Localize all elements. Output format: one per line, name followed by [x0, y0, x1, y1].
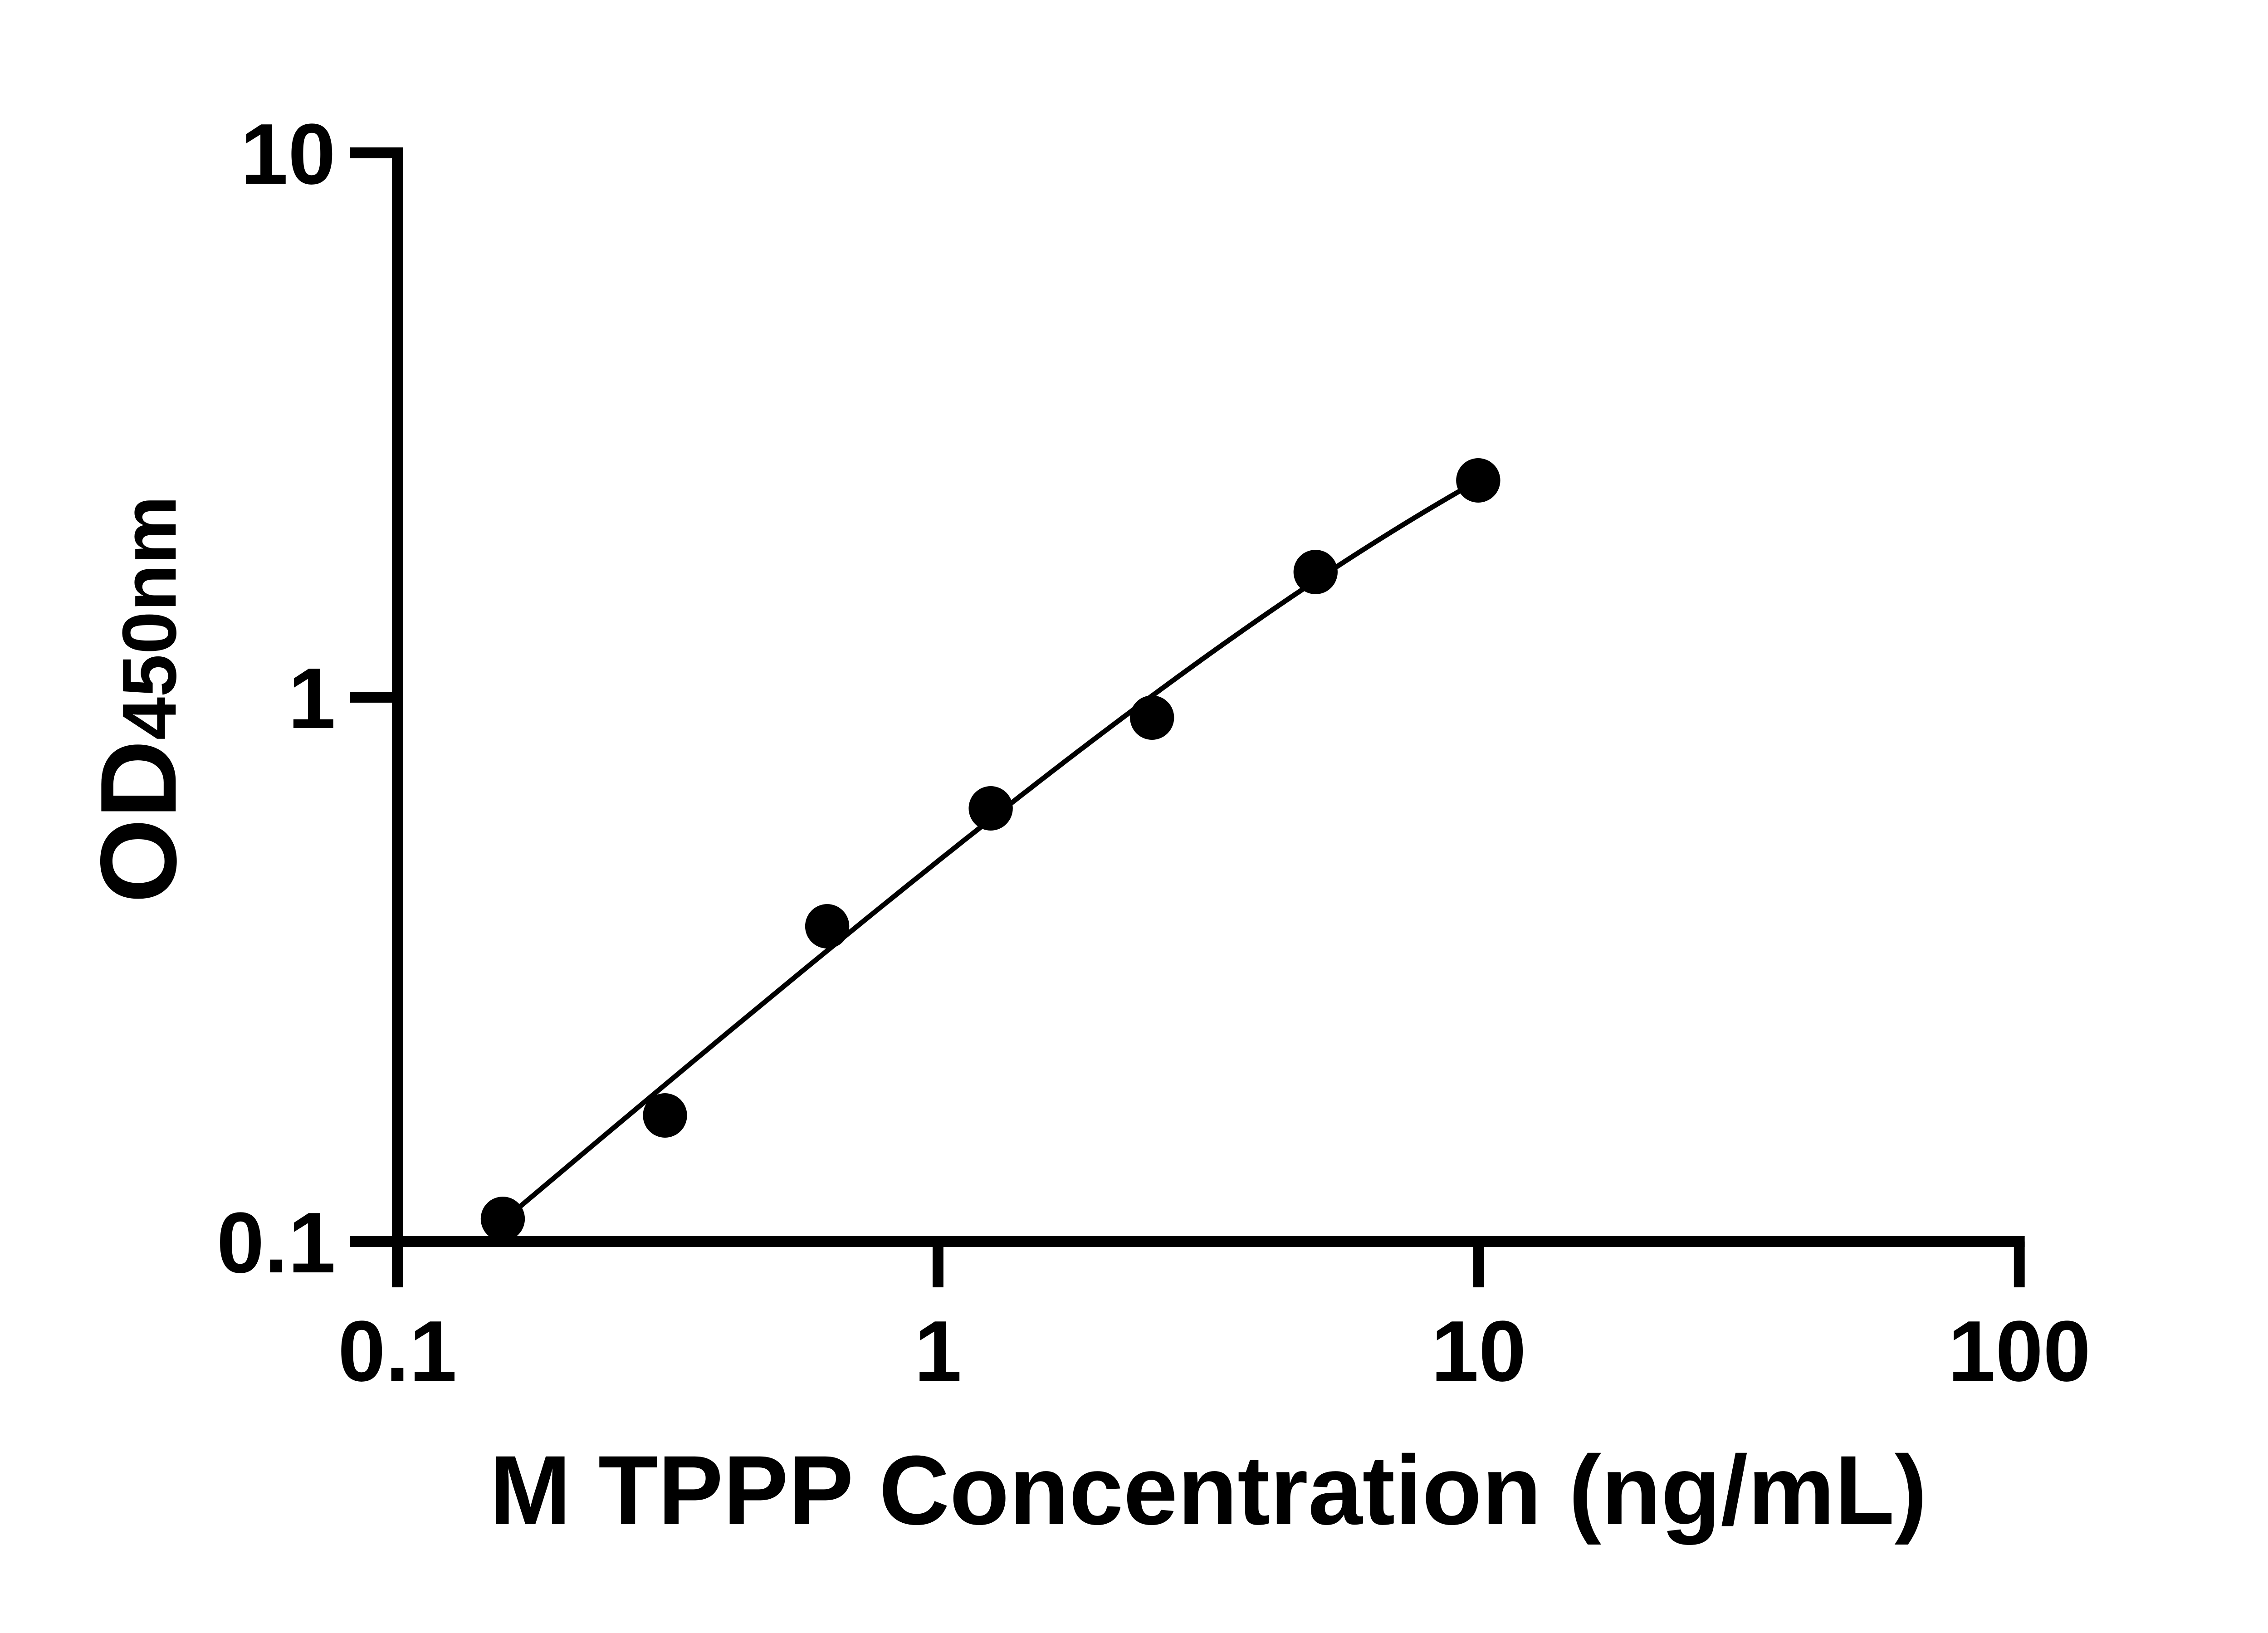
svg-text:10: 10: [1431, 1303, 1526, 1399]
svg-text:0.1: 0.1: [338, 1303, 457, 1399]
svg-text:M TPPP Concentration (ng/mL): M TPPP Concentration (ng/mL): [489, 1435, 1927, 1545]
svg-text:100: 100: [1948, 1303, 2091, 1399]
svg-text:1: 1: [288, 650, 336, 747]
svg-text:OD450nm: OD450nm: [78, 496, 199, 904]
svg-text:10: 10: [240, 106, 336, 202]
svg-text:1: 1: [914, 1303, 962, 1399]
svg-text:0.1: 0.1: [217, 1195, 336, 1291]
